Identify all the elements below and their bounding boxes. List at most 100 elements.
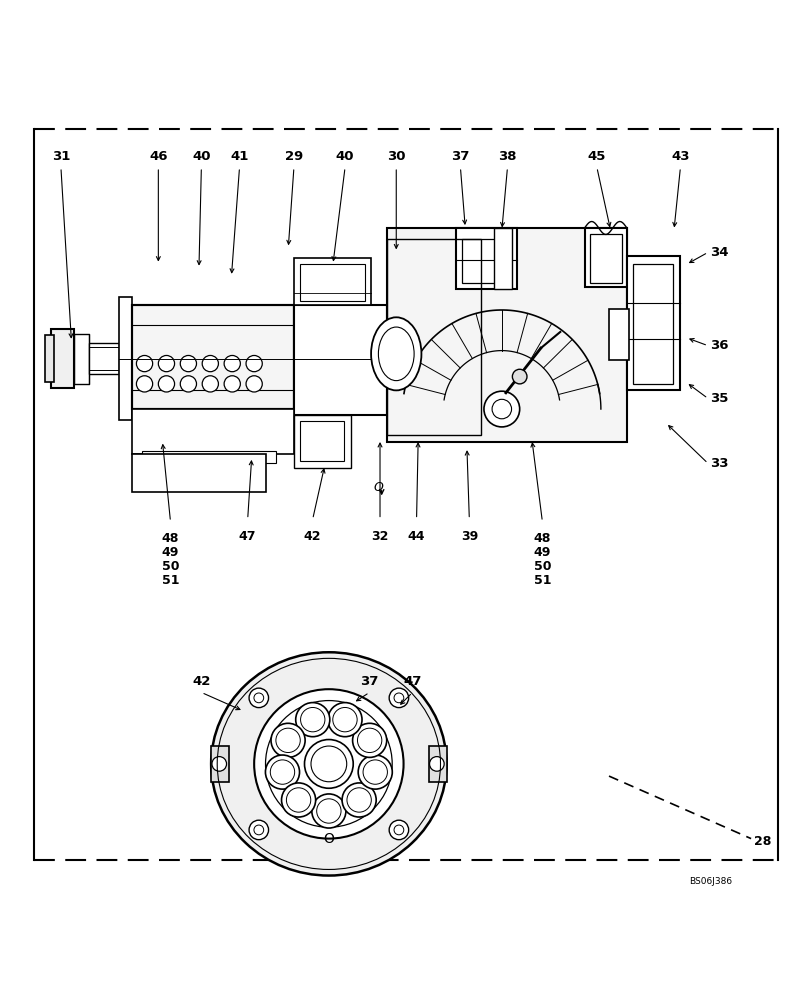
Circle shape <box>328 703 362 737</box>
Text: 29: 29 <box>285 150 303 163</box>
Circle shape <box>270 760 294 784</box>
Text: O: O <box>373 481 383 494</box>
Circle shape <box>311 746 346 782</box>
Bar <box>589 234 621 283</box>
Text: 40: 40 <box>192 150 210 163</box>
Text: BS06J386: BS06J386 <box>688 877 732 886</box>
Circle shape <box>333 707 357 732</box>
Text: 47: 47 <box>238 530 256 543</box>
Bar <box>294 305 387 415</box>
Bar <box>387 239 480 435</box>
Bar <box>88 343 119 374</box>
Circle shape <box>224 355 240 372</box>
Text: 42: 42 <box>303 530 321 543</box>
Bar <box>211 746 229 782</box>
Circle shape <box>136 376 152 392</box>
Bar <box>493 228 511 289</box>
Circle shape <box>311 794 345 828</box>
Text: 35: 35 <box>710 392 728 405</box>
Circle shape <box>393 693 403 703</box>
Circle shape <box>158 376 174 392</box>
Circle shape <box>254 825 264 835</box>
Bar <box>300 264 364 301</box>
Text: 42: 42 <box>192 675 210 688</box>
Circle shape <box>388 688 408 708</box>
Text: 47: 47 <box>403 675 421 688</box>
Bar <box>632 264 672 384</box>
Text: 44: 44 <box>407 530 425 543</box>
Bar <box>74 334 88 384</box>
Circle shape <box>357 728 381 753</box>
Circle shape <box>202 376 218 392</box>
Bar <box>131 409 294 454</box>
Circle shape <box>136 355 152 372</box>
Bar <box>131 454 265 492</box>
Circle shape <box>483 391 519 427</box>
Circle shape <box>271 723 305 757</box>
Circle shape <box>265 755 299 789</box>
Bar <box>294 415 350 468</box>
Text: O: O <box>323 832 334 846</box>
Circle shape <box>265 701 392 827</box>
Text: 31: 31 <box>52 150 70 163</box>
Text: 41: 41 <box>230 150 248 163</box>
Text: 38: 38 <box>498 150 516 163</box>
Bar <box>51 329 74 388</box>
Bar <box>45 335 54 382</box>
Circle shape <box>286 788 311 812</box>
Circle shape <box>224 376 240 392</box>
Circle shape <box>491 399 511 419</box>
Circle shape <box>388 820 408 840</box>
Text: 36: 36 <box>710 339 728 352</box>
Text: 30: 30 <box>387 150 405 163</box>
Text: 45: 45 <box>587 150 605 163</box>
Text: 32: 32 <box>371 530 388 543</box>
Circle shape <box>249 820 268 840</box>
Circle shape <box>246 376 262 392</box>
Circle shape <box>304 740 353 788</box>
Bar <box>626 256 679 390</box>
Circle shape <box>358 755 392 789</box>
Circle shape <box>512 369 526 384</box>
Text: 37: 37 <box>360 675 378 688</box>
Bar <box>131 305 294 409</box>
Ellipse shape <box>371 317 421 390</box>
Circle shape <box>180 376 196 392</box>
Circle shape <box>246 355 262 372</box>
Text: 33: 33 <box>710 457 728 470</box>
Bar <box>456 228 517 289</box>
Bar <box>119 297 131 420</box>
Text: 48
49
50
51: 48 49 50 51 <box>161 532 179 587</box>
Circle shape <box>346 788 371 812</box>
Ellipse shape <box>211 652 446 876</box>
Circle shape <box>363 760 387 784</box>
Bar <box>142 451 276 463</box>
Bar <box>387 228 626 442</box>
Text: 48
49
50
51: 48 49 50 51 <box>533 532 551 587</box>
Circle shape <box>254 689 403 839</box>
Circle shape <box>352 723 386 757</box>
Text: 39: 39 <box>460 530 478 543</box>
Bar <box>294 258 371 305</box>
Circle shape <box>249 688 268 708</box>
Circle shape <box>341 783 375 817</box>
Circle shape <box>300 707 324 732</box>
Circle shape <box>158 355 174 372</box>
Bar <box>300 421 344 461</box>
Bar <box>428 746 446 782</box>
Circle shape <box>202 355 218 372</box>
Circle shape <box>276 728 300 753</box>
Bar <box>584 228 626 287</box>
Circle shape <box>429 757 444 771</box>
Circle shape <box>281 783 315 817</box>
Text: 34: 34 <box>710 246 728 259</box>
Text: 28: 28 <box>753 835 770 848</box>
Text: 43: 43 <box>671 150 689 163</box>
Circle shape <box>180 355 196 372</box>
Text: 37: 37 <box>451 150 469 163</box>
Bar <box>461 239 510 283</box>
Circle shape <box>212 757 226 771</box>
Text: 40: 40 <box>336 150 354 163</box>
Circle shape <box>316 799 341 823</box>
Bar <box>608 309 629 360</box>
